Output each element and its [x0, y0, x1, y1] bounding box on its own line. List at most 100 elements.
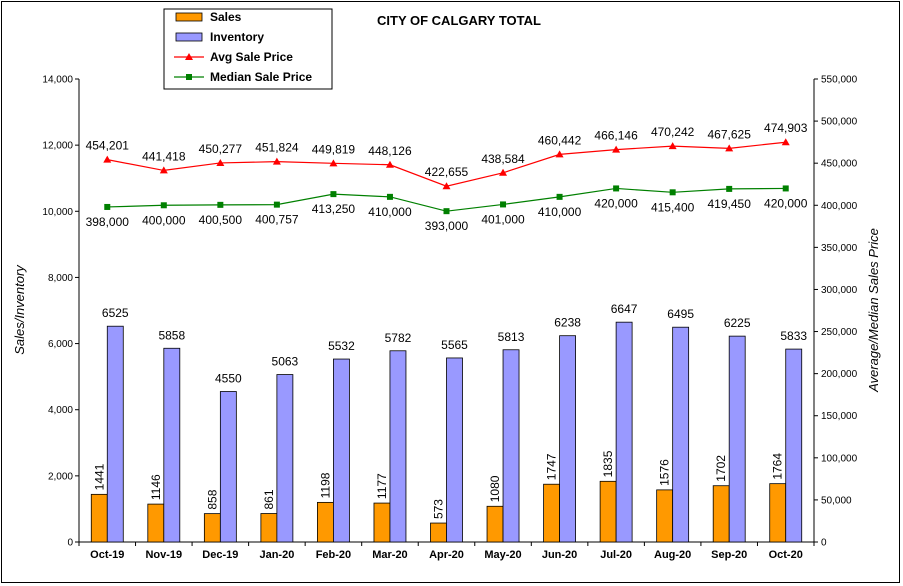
median-sale-price-data-label: 401,000	[481, 212, 525, 226]
chart-title: CITY OF CALGARY TOTAL	[377, 13, 541, 28]
avg-sale-price-marker	[668, 142, 677, 150]
inventory-data-label: 6495	[667, 307, 694, 321]
x-tick-label: Jun-20	[542, 549, 577, 561]
inventory-data-label: 5833	[780, 329, 807, 343]
sales-bar	[373, 502, 391, 543]
avg-sale-price-marker	[555, 150, 564, 158]
y2-tick-label: 500,000	[821, 117, 858, 128]
legend-label-median-sale-price: Median Sale Price	[210, 70, 312, 84]
x-tick-label: Oct-19	[90, 549, 124, 561]
y2-tick-label: 550,000	[821, 75, 858, 86]
inventory-bar	[163, 347, 181, 543]
inventory-bar	[502, 349, 520, 543]
avg-sale-price-data-label: 449,819	[312, 142, 356, 156]
median-sale-price-data-label: 415,400	[651, 200, 695, 214]
inventory-data-label: 5063	[272, 355, 299, 369]
sales-data-label: 1146	[149, 474, 163, 500]
y-axis-title: Sales/Inventory	[12, 264, 27, 355]
y2-tick-label: 100,000	[821, 453, 858, 464]
y-tick-label: 14,000	[42, 75, 73, 86]
inventory-bar	[219, 391, 237, 543]
avg-sale-price-marker	[499, 168, 508, 176]
sales-data-label: 1441	[92, 463, 106, 490]
y-tick-label: 8,000	[48, 273, 73, 284]
x-tick-label: May-20	[484, 549, 521, 561]
median-sale-price-marker	[500, 201, 507, 208]
median-sale-price-marker	[273, 201, 280, 208]
y-tick-label: 10,000	[42, 207, 73, 218]
sales-data-label: 1177	[375, 473, 389, 499]
avg-sale-price-marker	[159, 166, 168, 174]
sales-bar	[656, 489, 674, 543]
sales-data-label: 1747	[545, 453, 559, 480]
median-sale-price-data-label: 413,250	[312, 202, 356, 216]
avg-sale-price-marker	[725, 144, 734, 152]
median-sale-price-data-label: 410,000	[368, 205, 412, 219]
sales-bar	[147, 503, 165, 543]
sales-data-label: 1198	[318, 472, 332, 498]
inventory-data-label: 5813	[498, 330, 525, 344]
y2-tick-label: 0	[821, 538, 827, 549]
median-sale-price-marker	[104, 203, 111, 210]
avg-sale-price-data-label: 438,584	[481, 152, 525, 166]
median-sale-price-marker	[443, 208, 450, 215]
sales-data-label: 1835	[601, 450, 615, 477]
y2-tick-label: 200,000	[821, 369, 858, 380]
y-tick-label: 4,000	[48, 405, 73, 416]
inventory-data-label: 6238	[554, 316, 581, 330]
x-tick-label: Jul-20	[600, 549, 632, 561]
legend-label-avg-sale-price: Avg Sale Price	[210, 50, 293, 64]
y-tick-label: 0	[67, 538, 73, 549]
inventory-bar	[389, 350, 407, 543]
y2-tick-label: 300,000	[821, 285, 858, 296]
median-sale-price-marker	[330, 191, 337, 198]
y2-tick-label: 150,000	[821, 411, 858, 422]
median-sale-price-data-label: 393,000	[425, 219, 469, 233]
x-tick-label: Oct-20	[769, 549, 803, 561]
inventory-bar	[672, 326, 690, 543]
y-tick-label: 12,000	[42, 141, 73, 152]
median-sale-price-data-label: 400,000	[142, 213, 186, 227]
y-tick-label: 6,000	[48, 339, 73, 350]
x-tick-label: Jan-20	[259, 549, 294, 561]
avg-sale-price-data-label: 451,824	[255, 141, 299, 155]
sales-data-label: 1764	[771, 453, 785, 480]
x-tick-label: Sep-20	[711, 549, 747, 561]
inventory-bar	[559, 335, 576, 543]
sales-bar	[317, 501, 334, 543]
median-sale-price-data-label: 420,000	[764, 196, 808, 210]
median-sale-price-data-label: 420,000	[594, 196, 638, 210]
inventory-data-label: 5782	[385, 331, 412, 345]
y2-tick-label: 350,000	[821, 243, 858, 254]
sales-data-label: 1702	[714, 455, 728, 482]
avg-sale-price-marker	[216, 158, 225, 166]
sales-bar	[712, 485, 730, 543]
median-sale-price-marker	[160, 202, 167, 209]
x-tick-label: Dec-19	[202, 549, 238, 561]
avg-sale-price-marker	[385, 160, 394, 168]
inventory-data-label: 6525	[102, 306, 129, 320]
plot-area: 0 2,000 4,000 6,000 8,000 10,000 12,000 14,000 0…	[42, 75, 857, 562]
avg-sale-price-data-label: 466,146	[594, 129, 638, 143]
median-sale-price-data-label: 410,000	[538, 205, 582, 219]
legend-swatch-sales	[175, 12, 203, 22]
avg-sale-price-data-label: 460,442	[538, 133, 582, 147]
sales-data-label: 1080	[488, 475, 502, 502]
sales-bar	[486, 505, 504, 543]
sales-bar	[543, 483, 560, 543]
avg-sale-price-marker	[781, 138, 790, 146]
median-sale-price-marker	[726, 185, 733, 192]
median-sale-price-data-label: 400,500	[199, 213, 243, 227]
avg-sale-price-data-label: 470,242	[651, 125, 695, 139]
y2-tick-label: 250,000	[821, 327, 858, 338]
avg-sale-price-data-label: 467,625	[707, 127, 751, 141]
sales-bar	[769, 483, 787, 543]
x-tick-label: Apr-20	[429, 549, 464, 561]
legend-marker-avg-sale-price	[185, 53, 193, 60]
median-sale-price-marker	[386, 193, 393, 200]
legend-swatch-inventory	[175, 32, 203, 42]
avg-sale-price-marker	[329, 159, 338, 167]
sales-data-label: 573	[432, 499, 446, 519]
inventory-data-label: 5565	[441, 338, 468, 352]
